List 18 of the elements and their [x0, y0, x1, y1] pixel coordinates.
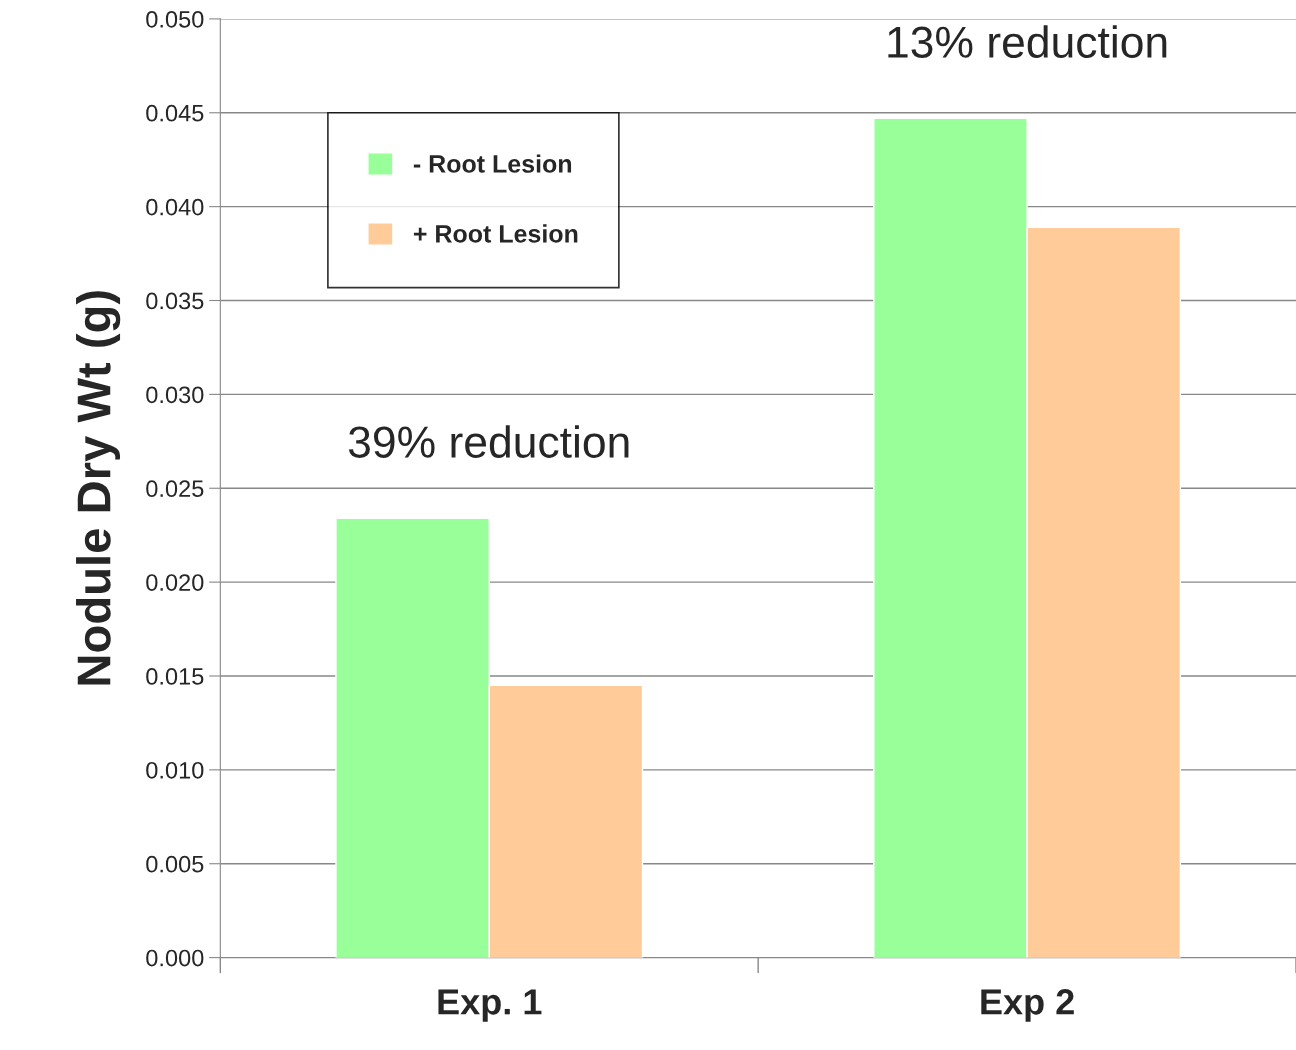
legend-label: + Root Lesion: [413, 224, 578, 243]
x-tick-label: Exp. 1: [438, 989, 542, 1022]
x-tick-label: Exp 2: [981, 989, 1074, 1022]
y-tick-label: 0.045: [146, 104, 204, 122]
y-tick-label: 0.050: [146, 10, 204, 28]
y-axis-title: Nodule Dry Wt (g): [76, 291, 121, 685]
y-tick-label: 0.030: [146, 386, 204, 404]
y-tick-label: 0.005: [146, 855, 204, 873]
annotation: 13% reduction: [888, 25, 1167, 58]
y-tick-label: 0.025: [146, 480, 204, 498]
y-tick-label: 0.040: [146, 198, 204, 216]
y-tick-label: 0.035: [146, 292, 204, 310]
y-tick-label: 0.015: [146, 668, 204, 685]
annotation: 39% reduction: [348, 425, 629, 458]
legend-label: - Root Lesion: [413, 154, 572, 173]
y-tick-label: 0.020: [146, 574, 204, 591]
y-tick-label: 0.000: [146, 949, 204, 967]
y-tick-label: 0.010: [146, 761, 204, 779]
